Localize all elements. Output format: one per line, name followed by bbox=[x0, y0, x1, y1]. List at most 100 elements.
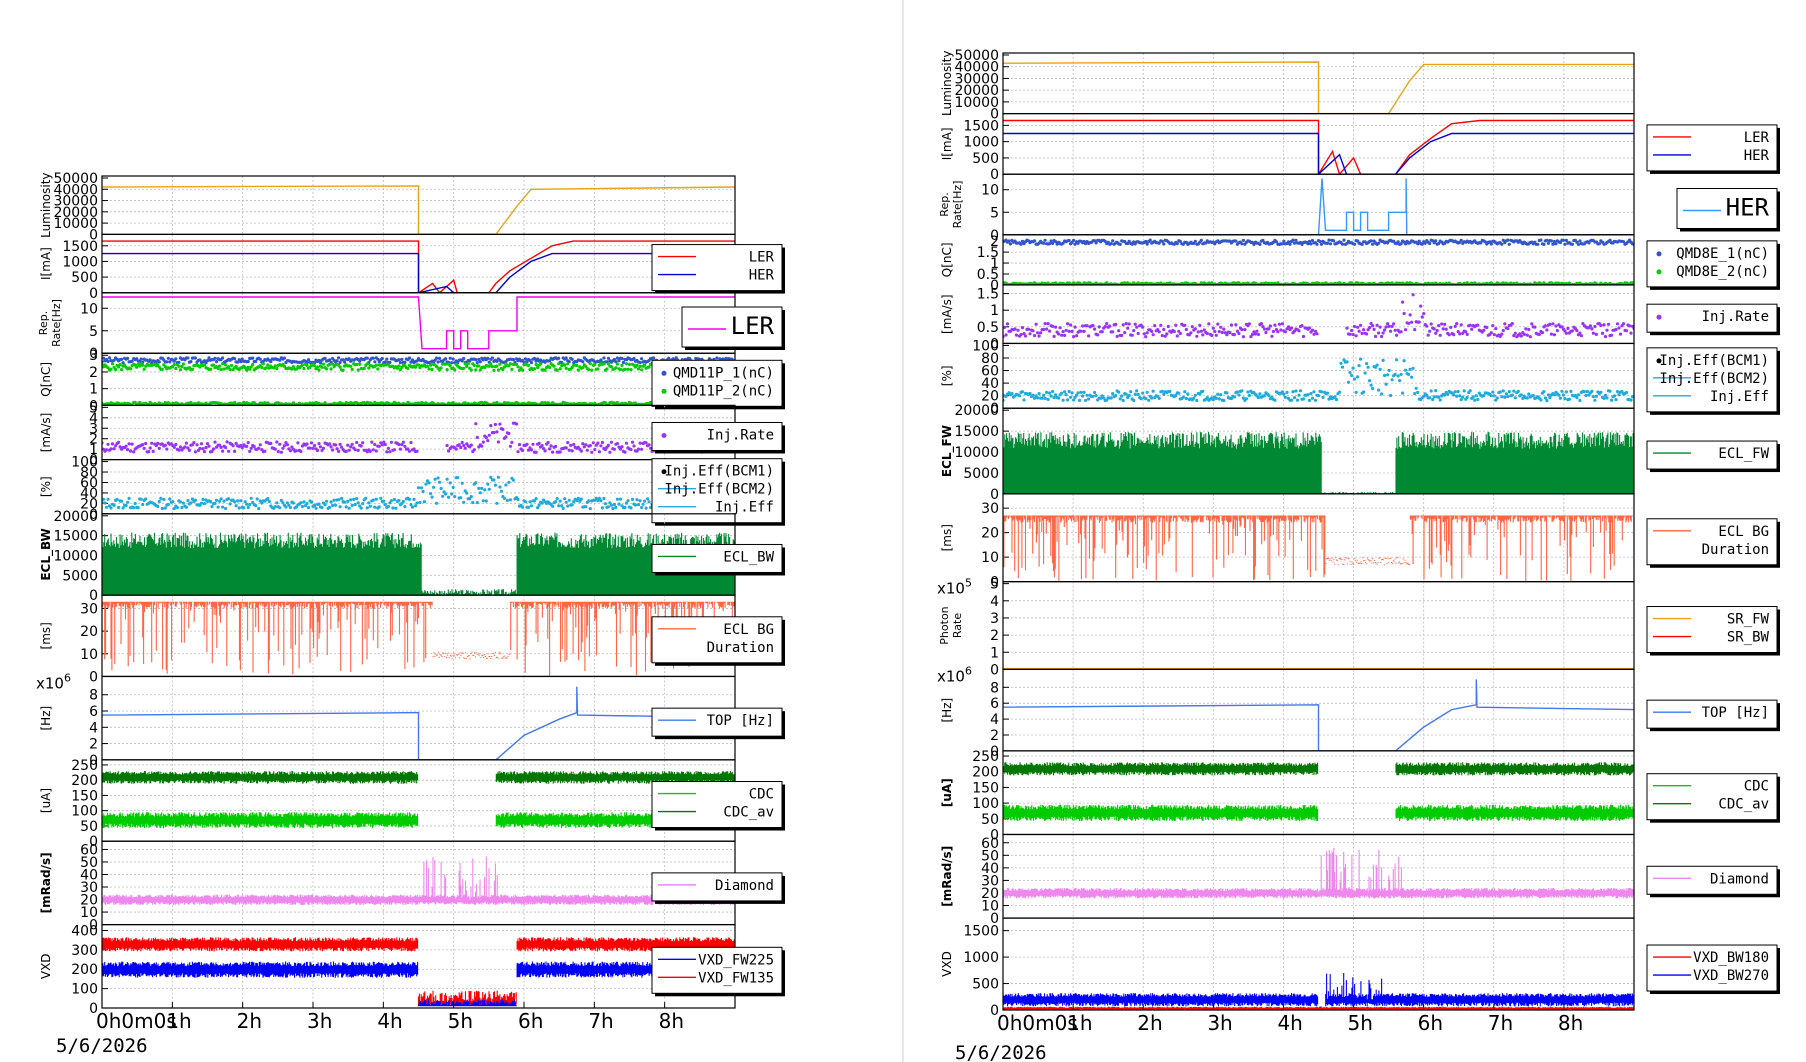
y-tick-label: 2 bbox=[990, 728, 999, 744]
series-q-1-pt bbox=[328, 362, 332, 366]
y-tick-label: 10 bbox=[80, 301, 98, 317]
series-inj-0-pt bbox=[1510, 322, 1514, 326]
series-inj-0-pt bbox=[337, 449, 341, 453]
series-q-1-pt bbox=[445, 368, 449, 372]
series-eff-0-pt bbox=[498, 485, 502, 489]
series-inj-0-pt bbox=[1108, 324, 1112, 328]
series-q-1-pt bbox=[376, 367, 380, 371]
series-inj-0-pt bbox=[1564, 331, 1568, 335]
series-inj-0-pt bbox=[1198, 323, 1202, 327]
series-inj-0-pt bbox=[382, 440, 386, 444]
y-tick-label: 100 bbox=[972, 338, 999, 354]
series-inj-0-pt bbox=[353, 448, 357, 452]
series-inj-0-pt bbox=[508, 444, 512, 448]
series-inj-0-pt bbox=[144, 441, 148, 446]
y-tick-label: 400 bbox=[71, 923, 98, 939]
x-tick-label: 6h bbox=[1418, 1011, 1443, 1035]
series-q-1-pt bbox=[516, 365, 520, 369]
y-tick-label: 0 bbox=[89, 227, 98, 243]
series-eff-0-pt bbox=[1473, 398, 1477, 402]
series-cur-0 bbox=[102, 240, 735, 293]
series-inj-0-pt bbox=[129, 449, 133, 453]
series-inj-0-pt bbox=[1264, 330, 1268, 335]
y-tick-label: 1 bbox=[89, 442, 98, 458]
series-q-1-pt bbox=[118, 363, 122, 367]
series-inj-0-pt bbox=[1402, 311, 1406, 316]
series-q-0-pt bbox=[186, 356, 190, 360]
series-inj-0-pt bbox=[1259, 322, 1263, 326]
x-tick-label: 0h0m0s bbox=[96, 1009, 177, 1033]
series-inj-0-pt bbox=[1410, 320, 1414, 324]
series-inj-0-pt bbox=[1121, 323, 1125, 327]
y-tick-label: 5 bbox=[89, 400, 98, 416]
y-axis-label-line: Rate[Hz] bbox=[50, 299, 63, 347]
series-inj-0-pt bbox=[1381, 331, 1385, 335]
series-eff-0-pt bbox=[1334, 398, 1339, 402]
series-q-0-pt bbox=[1148, 238, 1152, 242]
series-eff-0-pt bbox=[1432, 395, 1436, 399]
series-inj-0-pt bbox=[1151, 333, 1155, 337]
series-cdc-1 bbox=[1003, 804, 1634, 822]
series-q-1-pt bbox=[320, 365, 324, 369]
series-q-1-pt bbox=[211, 363, 216, 367]
series-inj-0-pt bbox=[1253, 332, 1257, 336]
series-eff-0-pt bbox=[279, 498, 283, 503]
y-tick-label: 20 bbox=[80, 893, 98, 909]
series-eff-0-pt bbox=[317, 502, 321, 506]
series-inj-0-pt bbox=[1386, 322, 1390, 326]
series-inj-0-pt bbox=[487, 433, 491, 437]
series-eff-0-pt bbox=[1345, 360, 1349, 364]
y-axis-label: [mRad/s] bbox=[39, 852, 53, 913]
series-inj-0-pt bbox=[141, 443, 145, 447]
series-inj-0-pt bbox=[606, 443, 611, 447]
series-inj-0-pt bbox=[1593, 324, 1597, 329]
series-inj-0-pt bbox=[1528, 335, 1532, 339]
series-eff-0-pt bbox=[1339, 361, 1343, 365]
series-q-0-pt bbox=[239, 360, 243, 364]
series-q-1-pt bbox=[615, 362, 620, 366]
series-inj-0-pt bbox=[106, 442, 110, 446]
series-inj-0-pt bbox=[1452, 333, 1456, 337]
y-axis-label: [%] bbox=[940, 365, 954, 386]
series-eff-0-pt bbox=[334, 503, 338, 507]
y-tick-label: 5 bbox=[990, 577, 999, 593]
y-tick-label: 0 bbox=[89, 507, 98, 523]
series-inj-0-pt bbox=[195, 443, 199, 447]
series-eff-0-pt bbox=[1129, 390, 1133, 394]
y-tick-label: 0.5 bbox=[977, 267, 999, 283]
series-inj-0-pt bbox=[1144, 335, 1148, 339]
series-inj-0-pt bbox=[1039, 331, 1043, 335]
series-inj-0-pt bbox=[1097, 325, 1101, 329]
series-inj-0-pt bbox=[1425, 324, 1429, 328]
series-inj-0-pt bbox=[263, 449, 267, 453]
series-inj-0-pt bbox=[1618, 332, 1623, 336]
series-eff-0-pt bbox=[1144, 397, 1148, 401]
series-eff-0-pt bbox=[1380, 392, 1384, 396]
series-q-1-pt bbox=[273, 364, 277, 368]
series-inj-0-pt bbox=[1063, 333, 1067, 337]
series-q-0-pt bbox=[615, 356, 620, 360]
series-eff-0-pt bbox=[1476, 397, 1480, 402]
legend-box bbox=[651, 707, 783, 737]
series-inj-0-pt bbox=[566, 441, 570, 445]
legend-ecl: ECL_FW bbox=[1646, 440, 1780, 473]
series-inj-0-pt bbox=[1470, 327, 1474, 331]
series-eff-0-pt bbox=[368, 504, 372, 508]
series-q-1-pt bbox=[160, 367, 164, 371]
series-inj-0-pt bbox=[1392, 322, 1396, 326]
legend-box bbox=[1646, 699, 1778, 729]
series-inj-0-pt bbox=[489, 424, 493, 428]
series-eff-0-pt bbox=[1425, 393, 1429, 397]
series-inj-0-pt bbox=[1289, 326, 1294, 330]
series-inj-0-pt bbox=[110, 442, 115, 446]
series-inj-0-pt bbox=[1096, 333, 1100, 337]
series-inj-0-pt bbox=[1443, 322, 1447, 326]
legend-box bbox=[651, 458, 783, 524]
legend-label: CDC_av bbox=[723, 805, 774, 821]
y-tick-label: 20 bbox=[981, 389, 999, 405]
legend-label: ECL BG bbox=[1718, 524, 1769, 540]
series-eff-0-pt bbox=[255, 497, 259, 501]
legend-ecl: ECL_BW bbox=[651, 543, 785, 576]
series-inj-0-pt bbox=[1609, 333, 1614, 337]
